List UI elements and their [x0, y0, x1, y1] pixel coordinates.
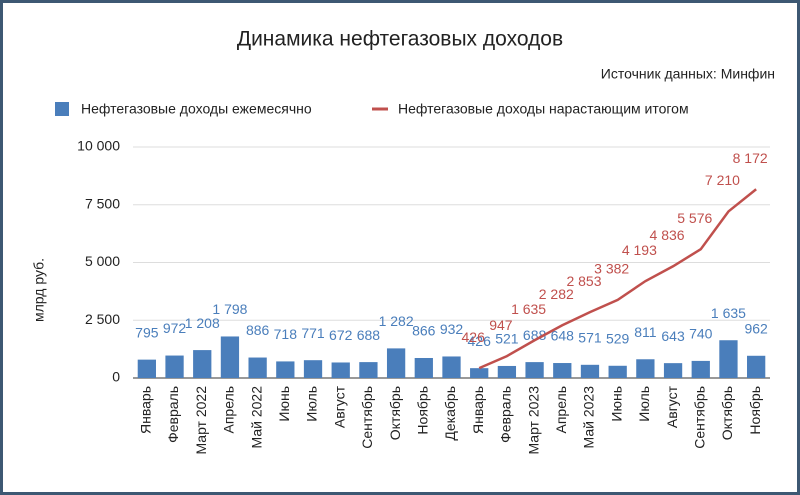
- bar-value-label: 1 208: [185, 315, 220, 331]
- line: [478, 188, 757, 370]
- y-tick-label: 2 500: [85, 311, 120, 327]
- bar-value-label: 521: [495, 331, 519, 347]
- x-tick-label: Февраль: [165, 386, 181, 443]
- bar: [303, 360, 323, 378]
- bar-value-label: 932: [440, 321, 464, 337]
- bar: [636, 359, 655, 378]
- bar: [663, 363, 683, 378]
- bar-value-label: 648: [551, 328, 575, 344]
- bar: [137, 359, 156, 378]
- bar: [386, 348, 406, 378]
- x-tick-label: Март 2023: [525, 386, 541, 455]
- x-tick-label: Апрель: [553, 386, 569, 434]
- bar: [276, 361, 295, 378]
- bar: [608, 365, 627, 378]
- bar-value-label: 1 282: [379, 313, 414, 329]
- bar-value-label: 795: [135, 324, 159, 340]
- line-value-label: 2 282: [539, 286, 574, 302]
- bar-value-label: 886: [246, 322, 270, 338]
- bar-value-label: 672: [329, 327, 353, 343]
- bar-value-label: 426: [468, 333, 492, 349]
- bar: [331, 362, 350, 378]
- y-tick-label: 7 500: [85, 195, 120, 211]
- bar-value-label: 771: [301, 325, 325, 341]
- bar: [470, 368, 489, 378]
- bar: [220, 336, 240, 378]
- bar-value-label: 643: [661, 328, 685, 344]
- x-tick-label: Июнь: [608, 386, 624, 422]
- x-tick-label: Май 2023: [581, 386, 597, 449]
- y-tick-label: 5 000: [85, 253, 120, 269]
- x-tick-label: Ноябрь: [415, 386, 431, 435]
- bar: [497, 365, 517, 378]
- legend-label: Нефтегазовые доходы ежемесячно: [81, 101, 312, 117]
- bar-value-label: 740: [689, 326, 713, 342]
- line-value-label: 4 193: [622, 242, 657, 258]
- x-tick-label: Декабрь: [442, 386, 458, 441]
- x-tick-label: Январь: [138, 386, 154, 434]
- bar: [580, 364, 600, 378]
- y-tick-label: 10 000: [77, 138, 120, 154]
- bar: [165, 355, 184, 378]
- line-value-label: 5 576: [677, 210, 712, 226]
- bar: [193, 350, 212, 378]
- x-tick-label: Сентябрь: [691, 386, 707, 449]
- x-tick-label: Август: [664, 385, 680, 428]
- x-tick-label: Ноябрь: [747, 386, 763, 435]
- bar-value-label: 811: [634, 324, 657, 340]
- x-tick-label: Март 2022: [193, 386, 209, 455]
- bar-value-label: 571: [578, 330, 602, 346]
- chart-title: Динамика нефтегазовых доходов: [237, 28, 563, 51]
- bar-value-label: 688: [357, 327, 381, 343]
- legend-swatch: [55, 102, 69, 116]
- bar: [248, 357, 267, 378]
- bar: [525, 362, 544, 378]
- line-value-label: 426: [462, 329, 486, 345]
- bar: [719, 340, 738, 378]
- bar: [691, 360, 710, 378]
- x-tick-label: Июль: [636, 386, 652, 422]
- bar-value-label: 972: [163, 320, 187, 336]
- x-tick-label: Август: [331, 385, 347, 428]
- bar: [553, 363, 572, 378]
- x-tick-label: Октябрь: [719, 386, 735, 440]
- x-tick-label: Апрель: [221, 386, 237, 434]
- bar-value-label: 1 635: [711, 305, 746, 321]
- line-value-label: 7 210: [705, 172, 740, 188]
- x-tick-label: Январь: [470, 386, 486, 434]
- line-value-label: 947: [489, 317, 513, 333]
- bar-value-label: 529: [606, 330, 630, 346]
- x-tick-label: Октябрь: [387, 386, 403, 440]
- bar-value-label: 962: [744, 320, 768, 336]
- bar-value-label: 718: [274, 326, 298, 342]
- line-value-label: 1 635: [511, 301, 546, 317]
- line-value-label: 8 172: [733, 150, 768, 166]
- bar-value-label: 688: [523, 327, 547, 343]
- x-tick-label: Июль: [304, 386, 320, 422]
- bar: [359, 362, 378, 378]
- x-tick-label: Май 2022: [248, 386, 264, 449]
- bar: [747, 355, 766, 378]
- x-tick-label: Февраль: [498, 386, 514, 443]
- bar: [414, 357, 433, 378]
- chart-subtitle: Источник данных: Минфин: [601, 66, 775, 82]
- x-tick-label: Июнь: [276, 386, 292, 422]
- x-tick-label: Сентябрь: [359, 386, 375, 449]
- line-value-label: 4 836: [650, 227, 685, 243]
- y-axis-label: млрд руб.: [31, 258, 47, 322]
- line-value-label: 3 382: [594, 261, 629, 277]
- y-tick-label: 0: [112, 369, 120, 385]
- bar: [442, 356, 461, 378]
- bar-value-label: 866: [412, 323, 436, 339]
- bar-value-label: 1 798: [212, 301, 247, 317]
- line-value-label: 2 853: [566, 273, 601, 289]
- legend-label: Нефтегазовые доходы нарастающим итогом: [398, 101, 689, 117]
